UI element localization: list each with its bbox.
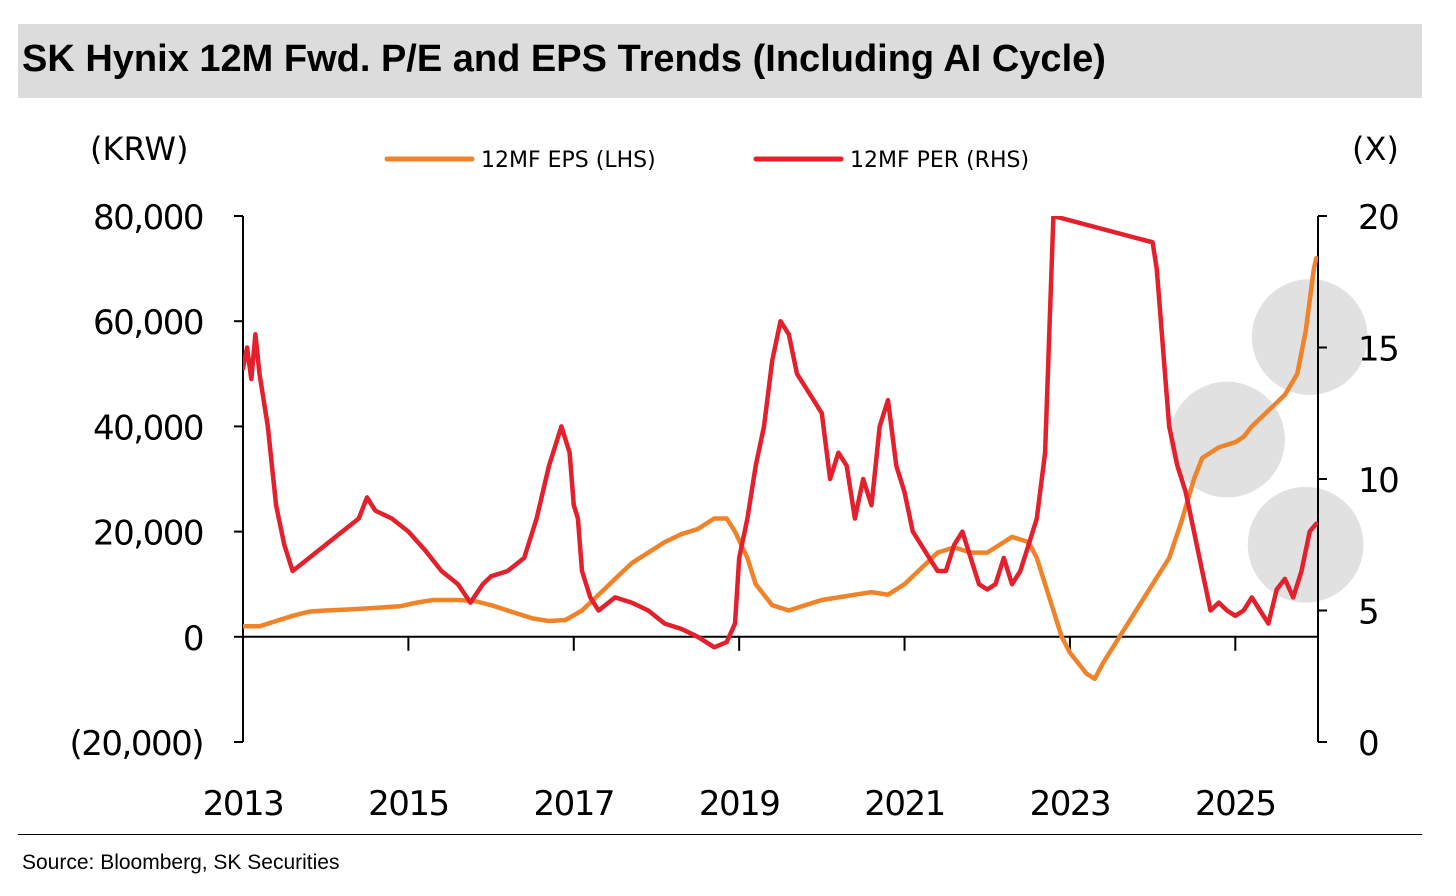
legend-eps-label: 12MF EPS (LHS) <box>481 148 656 173</box>
left-tick-label: (20,000) <box>70 724 204 764</box>
x-tick-label: 2017 <box>534 784 615 824</box>
left-tick-label: 60,000 <box>93 303 203 343</box>
legend-per-label: 12MF PER (RHS) <box>850 148 1029 173</box>
right-tick-label: 15 <box>1358 330 1398 370</box>
left-tick-label: 40,000 <box>93 408 203 448</box>
right-tick-label: 5 <box>1358 593 1378 633</box>
right-tick-label: 20 <box>1358 198 1398 238</box>
chart-title: SK Hynix 12M Fwd. P/E and EPS Trends (In… <box>22 38 1106 80</box>
eps-series-line <box>243 255 1318 682</box>
x-tick-label: 2019 <box>699 784 780 824</box>
left-tick-label: 0 <box>183 619 203 659</box>
x-tick-label: 2023 <box>1030 784 1111 824</box>
right-tick-label: 0 <box>1358 724 1378 764</box>
left-tick-label: 20,000 <box>93 514 203 554</box>
x-tick-label: 2021 <box>864 784 945 824</box>
right-tick-label: 10 <box>1358 461 1398 501</box>
per-series-line <box>243 216 1318 650</box>
highlight-circle-1 <box>1251 279 1368 395</box>
chart-title-bar: SK Hynix 12M Fwd. P/E and EPS Trends (In… <box>18 24 1422 98</box>
x-tick-label: 2013 <box>203 784 284 824</box>
right-axis-unit: (X) <box>1352 130 1399 168</box>
left-tick-label: 80,000 <box>93 198 203 238</box>
x-tick-label: 2015 <box>368 784 449 824</box>
left-axis-unit: (KRW) <box>90 130 189 168</box>
source-divider <box>18 834 1422 835</box>
x-tick-label: 2025 <box>1195 784 1276 824</box>
highlight-circle-2 <box>1169 381 1285 498</box>
source-note: Source: Bloomberg, SK Securities <box>22 851 340 874</box>
